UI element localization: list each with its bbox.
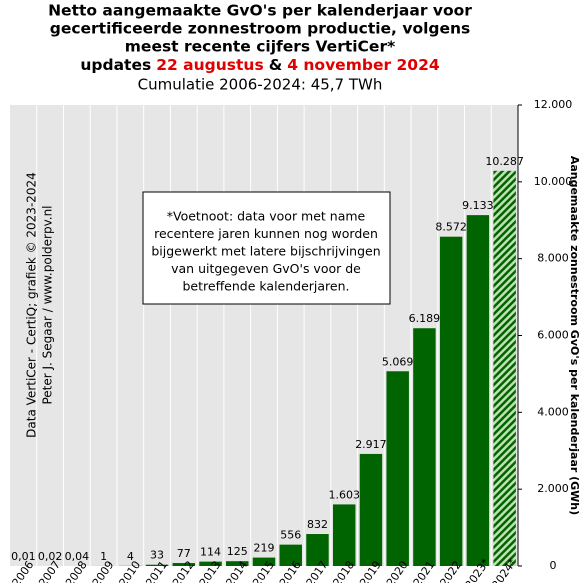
footnote: van uitgegeven GvO's voor de bbox=[171, 261, 361, 276]
bar bbox=[493, 170, 516, 567]
footnote: bijgewerkt met latere bijschrijvingen bbox=[151, 244, 380, 259]
bar bbox=[466, 215, 490, 567]
bar bbox=[145, 564, 169, 566]
source-text: Data VertiCer - CertiQ; grafiek © 2023-2… bbox=[25, 172, 39, 438]
y-tick-label: 6.000 bbox=[537, 329, 569, 342]
value-label: 0,02 bbox=[38, 550, 63, 563]
value-label: 832 bbox=[307, 518, 328, 531]
bar bbox=[359, 453, 383, 566]
value-label: 0,04 bbox=[65, 550, 90, 563]
title-part: updates bbox=[80, 56, 151, 74]
value-label: 556 bbox=[280, 529, 301, 542]
bar bbox=[252, 557, 276, 566]
value-label: 1 bbox=[100, 550, 107, 563]
y-tick-label: 0 bbox=[550, 559, 557, 572]
y-tick-label: 10.000 bbox=[534, 175, 573, 188]
chart-subtitle: Cumulatie 2006-2024: 45,7 TWh bbox=[138, 76, 383, 94]
y-axis-label: Aangemaakte zonnestroom GvO's per kalend… bbox=[568, 156, 581, 515]
footnote: *Voetnoot: data voor met name bbox=[167, 209, 366, 224]
bar bbox=[172, 563, 196, 566]
value-label: 4 bbox=[127, 550, 134, 563]
source-text: Peter J. Segaar / www.polderpv.nl bbox=[41, 205, 55, 404]
value-label: 8.572 bbox=[435, 221, 467, 234]
value-label: 10.287 bbox=[485, 155, 524, 168]
title-part: & bbox=[269, 56, 283, 74]
chart-title: gecertificeerde zonnestroom productie, v… bbox=[50, 20, 471, 38]
title-part: 22 augustus bbox=[156, 56, 264, 74]
value-label: 77 bbox=[177, 547, 191, 560]
bar bbox=[226, 561, 249, 566]
value-label: 33 bbox=[150, 549, 164, 562]
bar bbox=[306, 534, 329, 566]
y-tick-label: 2.000 bbox=[537, 482, 569, 495]
title-part: 4 november 2024 bbox=[287, 56, 440, 74]
y-tick-label: 8.000 bbox=[537, 252, 569, 265]
y-tick-label: 4.000 bbox=[537, 405, 569, 418]
value-label: 219 bbox=[254, 542, 275, 555]
chart-title: Netto aangemaakte GvO's per kalenderjaar… bbox=[48, 2, 472, 20]
value-label: 0,01 bbox=[11, 550, 36, 563]
value-label: 5.069 bbox=[382, 355, 414, 368]
bar bbox=[199, 561, 222, 566]
value-label: 114 bbox=[200, 546, 221, 559]
footnote: recentere jaren kunnen nog worden bbox=[154, 226, 378, 241]
chart-title: meest recente cijfers VertiCer* bbox=[125, 38, 395, 56]
bar bbox=[279, 544, 302, 566]
y-tick-label: 12.000 bbox=[534, 98, 573, 111]
value-label: 9.133 bbox=[462, 199, 494, 212]
value-label: 1.603 bbox=[328, 488, 360, 501]
footnote: betreffende kalenderjaren. bbox=[182, 279, 349, 294]
value-label: 125 bbox=[227, 545, 248, 558]
chart-title: updates 22 augustus & 4 november 2024 bbox=[80, 56, 440, 74]
bar bbox=[439, 236, 463, 567]
value-label: 6.189 bbox=[409, 312, 441, 325]
footnote-box bbox=[142, 191, 391, 305]
bar bbox=[413, 328, 436, 566]
bar bbox=[386, 371, 409, 566]
value-label: 2.917 bbox=[355, 438, 387, 451]
bar bbox=[332, 504, 356, 566]
